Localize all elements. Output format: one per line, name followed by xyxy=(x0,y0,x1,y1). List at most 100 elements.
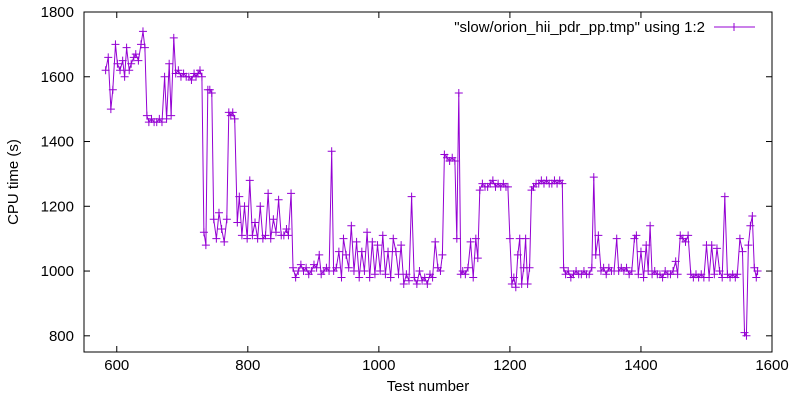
data-point xyxy=(142,111,151,120)
x-tick-label: 1000 xyxy=(362,357,395,374)
data-point xyxy=(415,267,424,276)
data-point xyxy=(269,215,278,224)
data-point xyxy=(106,105,115,114)
series-layer xyxy=(101,27,762,340)
plot-frame xyxy=(83,11,773,353)
data-point xyxy=(209,215,218,224)
data-point xyxy=(589,173,598,182)
data-point xyxy=(327,147,336,156)
data-point xyxy=(720,192,729,201)
data-point xyxy=(111,40,120,49)
data-point xyxy=(237,231,246,240)
data-point xyxy=(636,247,645,256)
data-point xyxy=(165,59,174,68)
data-point xyxy=(740,328,749,337)
data-point xyxy=(612,234,621,243)
data-point xyxy=(264,189,273,198)
data-point xyxy=(731,273,740,282)
data-point xyxy=(140,43,149,52)
data-point xyxy=(585,270,594,279)
data-point xyxy=(370,270,379,279)
data-point xyxy=(402,270,411,279)
data-point xyxy=(428,273,437,282)
data-point xyxy=(373,241,382,250)
data-point xyxy=(287,189,296,198)
data-point xyxy=(742,331,751,340)
data-point xyxy=(503,182,512,191)
data-point xyxy=(397,241,406,250)
y-tick-label: 800 xyxy=(49,328,74,345)
data-point xyxy=(454,88,463,97)
data-point xyxy=(634,270,643,279)
data-point xyxy=(466,237,475,246)
data-point xyxy=(230,114,239,123)
data-point xyxy=(222,215,231,224)
data-point xyxy=(131,50,140,59)
data-point xyxy=(399,280,408,288)
y-tick-label: 1200 xyxy=(41,198,74,215)
data-point xyxy=(129,53,138,62)
data-point xyxy=(307,267,316,276)
data-point xyxy=(513,250,522,259)
data-point xyxy=(381,270,390,279)
data-point xyxy=(120,72,129,81)
data-point xyxy=(251,218,260,227)
data-point xyxy=(463,263,472,272)
data-point xyxy=(187,76,196,84)
data-point xyxy=(217,224,226,233)
data-point xyxy=(684,231,693,240)
data-point xyxy=(162,114,171,123)
data-point xyxy=(738,247,747,256)
data-point xyxy=(750,263,759,272)
data-point xyxy=(160,72,169,81)
y-axis-ticks: 800 1000 1200 1400 1600 1800 xyxy=(41,4,772,345)
data-point xyxy=(363,228,372,237)
data-point xyxy=(245,176,254,185)
legend-marker-sample xyxy=(730,23,738,31)
data-point xyxy=(521,234,530,243)
data-point xyxy=(315,250,324,259)
data-point xyxy=(118,56,127,65)
data-point xyxy=(705,273,714,282)
y-tick-label: 1800 xyxy=(41,4,74,21)
data-point xyxy=(511,283,520,292)
data-point xyxy=(138,27,147,36)
data-point xyxy=(212,234,221,243)
data-point xyxy=(681,237,690,246)
data-point xyxy=(394,270,403,279)
data-point xyxy=(594,231,603,240)
y-axis-label: CPU time (s) xyxy=(5,139,22,225)
data-point xyxy=(347,221,356,230)
data-point xyxy=(410,273,419,282)
data-point xyxy=(622,263,631,272)
data-point xyxy=(127,59,136,68)
data-point xyxy=(214,208,223,217)
data-point xyxy=(564,267,573,276)
data-point xyxy=(707,241,716,250)
data-point xyxy=(509,273,518,282)
data-point xyxy=(748,212,757,220)
data-point xyxy=(602,270,611,279)
data-point xyxy=(261,231,270,240)
data-point xyxy=(420,273,429,282)
data-point xyxy=(365,273,374,282)
data-point xyxy=(378,231,387,240)
data-point xyxy=(587,263,596,272)
data-point xyxy=(384,247,393,256)
data-point xyxy=(505,234,514,243)
data-point xyxy=(197,72,206,81)
data-point xyxy=(735,234,744,243)
data-point xyxy=(228,108,237,117)
data-point xyxy=(337,273,346,282)
data-point xyxy=(744,241,753,250)
data-point xyxy=(240,202,249,211)
data-point xyxy=(658,273,667,282)
data-point xyxy=(646,221,655,230)
x-tick-label: 800 xyxy=(235,357,260,374)
x-axis-ticks: 600 800 1000 1200 1400 1600 xyxy=(104,12,789,374)
data-point xyxy=(271,228,280,237)
x-tick-label: 600 xyxy=(104,357,129,374)
data-point xyxy=(488,176,497,185)
data-point xyxy=(438,250,447,259)
